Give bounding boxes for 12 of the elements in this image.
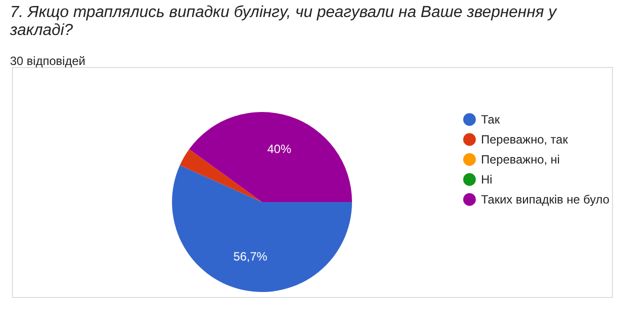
legend-label: Переважно, так	[481, 132, 569, 146]
pie-slice	[172, 165, 352, 292]
chart-title: 7. Якщо траплялись випадки булінгу, чи реагували на Ваше звернення у закладі?	[9, 4, 558, 39]
pie-slice	[189, 112, 352, 202]
legend-label: Переважно, ні	[481, 152, 560, 166]
data-label: 40%	[267, 142, 292, 156]
data-label: 56,7%	[233, 250, 268, 264]
pie-slice	[180, 149, 262, 202]
text: 30 відповідей	[10, 54, 86, 68]
legend-label: Таких випадків не було	[481, 192, 610, 206]
legend-label: Так	[481, 112, 500, 126]
legend-label: Ні	[481, 172, 492, 186]
